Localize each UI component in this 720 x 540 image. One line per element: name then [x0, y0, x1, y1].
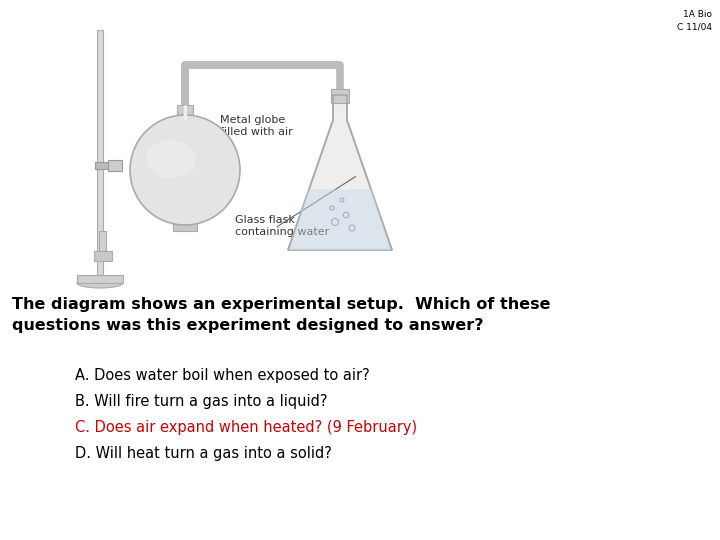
- Bar: [94, 251, 112, 261]
- Bar: [99, 231, 106, 251]
- Text: Metal globe
filled with air: Metal globe filled with air: [220, 115, 293, 137]
- Polygon shape: [288, 95, 392, 250]
- Ellipse shape: [146, 140, 196, 178]
- Bar: [95, 162, 115, 169]
- Polygon shape: [290, 190, 390, 250]
- Bar: [108, 160, 122, 171]
- Circle shape: [130, 115, 240, 225]
- Text: B. Will fire turn a gas into a liquid?: B. Will fire turn a gas into a liquid?: [75, 394, 328, 409]
- Ellipse shape: [77, 278, 123, 288]
- Bar: [77, 275, 123, 283]
- Bar: [331, 89, 349, 103]
- Bar: [177, 105, 193, 119]
- Text: A. Does water boil when exposed to air?: A. Does water boil when exposed to air?: [75, 368, 370, 383]
- Text: Glass flask
containing water: Glass flask containing water: [235, 215, 329, 238]
- Text: C. Does air expand when heated? (9 February): C. Does air expand when heated? (9 Febru…: [75, 420, 417, 435]
- Text: The diagram shows an experimental setup.  Which of these
questions was this expe: The diagram shows an experimental setup.…: [12, 297, 551, 333]
- Bar: [173, 217, 197, 231]
- Bar: [97, 30, 103, 275]
- Text: 1A Bio
C 11/04: 1A Bio C 11/04: [677, 10, 712, 31]
- Text: D. Will heat turn a gas into a solid?: D. Will heat turn a gas into a solid?: [75, 446, 332, 461]
